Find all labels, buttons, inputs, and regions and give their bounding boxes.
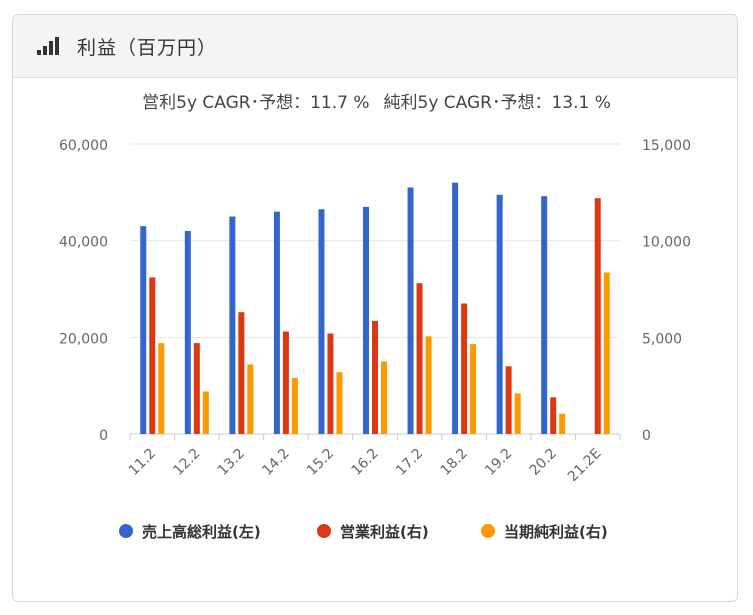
legend-label: 当期純利益(右) — [504, 523, 608, 541]
left-tick-label: 60,000 — [59, 138, 108, 154]
bar-net — [425, 336, 432, 434]
bar-operating — [193, 343, 200, 434]
bar-gross — [363, 206, 369, 434]
bar-net — [158, 343, 165, 434]
legend-marker — [481, 524, 495, 538]
bar-net — [559, 413, 566, 434]
x-tick-label: 13.2 — [215, 446, 248, 479]
legend-marker — [119, 524, 133, 538]
bar-gross — [318, 209, 325, 434]
bar-gross — [140, 226, 147, 434]
left-tick-label: 0 — [99, 428, 108, 444]
x-tick-label: 19.2 — [482, 446, 515, 479]
bar-net — [514, 393, 521, 434]
bar-net — [247, 364, 254, 434]
bar-operating — [461, 303, 468, 434]
bar-operating — [594, 198, 601, 434]
x-tick-label: 15.2 — [304, 446, 337, 479]
bar-gross — [184, 231, 191, 434]
x-tick-label: 16.2 — [348, 446, 381, 479]
x-tick-label: 11.2 — [126, 446, 159, 479]
bar-gross — [273, 211, 280, 434]
signal-bars-icon — [37, 37, 59, 55]
bar-operating — [372, 320, 378, 434]
bar-net — [381, 361, 387, 434]
bar-net — [470, 344, 477, 434]
card-header: 利益（百万円） — [13, 15, 737, 78]
bar-gross — [541, 196, 548, 434]
legend-marker — [317, 524, 331, 538]
bar-net — [336, 372, 343, 434]
right-tick-label: 15,000 — [642, 138, 691, 154]
bar-operating — [327, 333, 334, 434]
right-tick-label: 0 — [642, 428, 651, 444]
cagr-subtitle: 営利5y CAGR･予想：11.7 % 純利5y CAGR･予想：13.1 % — [0, 88, 753, 113]
x-tick-label: 14.2 — [259, 446, 292, 479]
left-tick-label: 20,000 — [59, 331, 108, 347]
bar-net — [202, 391, 209, 434]
bar-operating — [505, 366, 512, 434]
bar-gross — [496, 194, 503, 434]
legend-label: 営業利益(右) — [340, 523, 429, 541]
bar-net — [603, 272, 610, 434]
card-title: 利益（百万円） — [77, 37, 218, 59]
bar-operating — [238, 312, 245, 434]
x-tick-label: 12.2 — [170, 446, 203, 479]
left-tick-label: 40,000 — [59, 235, 108, 251]
bar-gross — [452, 182, 459, 434]
bar-operating — [416, 283, 423, 434]
x-tick-label: 17.2 — [393, 446, 426, 479]
bar-gross — [407, 187, 414, 434]
x-tick-label: 20.2 — [527, 446, 560, 479]
operating-cagr: 営利5y CAGR･予想：11.7 % — [142, 93, 370, 113]
bar-operating — [550, 397, 557, 434]
x-tick-label: 18.2 — [438, 446, 471, 479]
x-tick-label: 21.2E — [565, 446, 605, 486]
bar-gross — [229, 216, 236, 434]
bar-net — [291, 377, 298, 434]
right-tick-label: 10,000 — [642, 235, 691, 251]
bar-operating — [149, 277, 156, 434]
profit-card: 利益（百万円） — [12, 14, 738, 602]
legend-label: 売上高総利益(左) — [142, 523, 261, 541]
right-tick-label: 5,000 — [642, 331, 682, 347]
net-cagr: 純利5y CAGR･予想：13.1 % — [383, 93, 611, 113]
bar-operating — [282, 331, 289, 434]
